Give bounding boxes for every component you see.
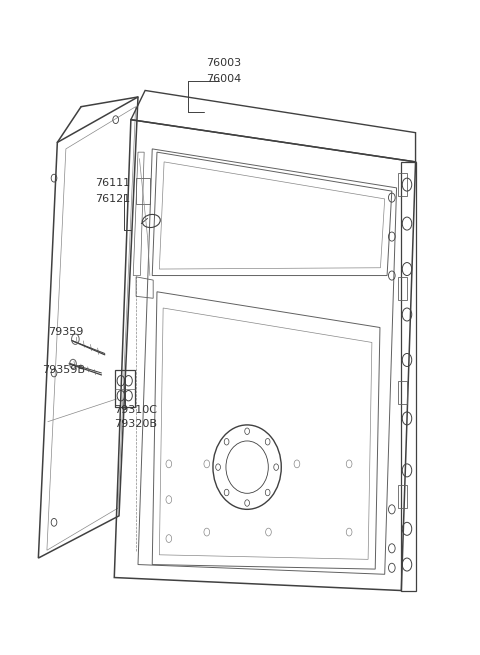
- Text: 76121: 76121: [96, 194, 131, 204]
- Text: 79320B: 79320B: [114, 419, 157, 430]
- Text: 79359B: 79359B: [42, 365, 84, 375]
- Text: 76004: 76004: [206, 74, 241, 84]
- Text: 79310C: 79310C: [114, 405, 157, 415]
- Text: 79359: 79359: [48, 328, 83, 337]
- Text: 76111: 76111: [96, 178, 131, 188]
- Text: 76003: 76003: [206, 58, 241, 67]
